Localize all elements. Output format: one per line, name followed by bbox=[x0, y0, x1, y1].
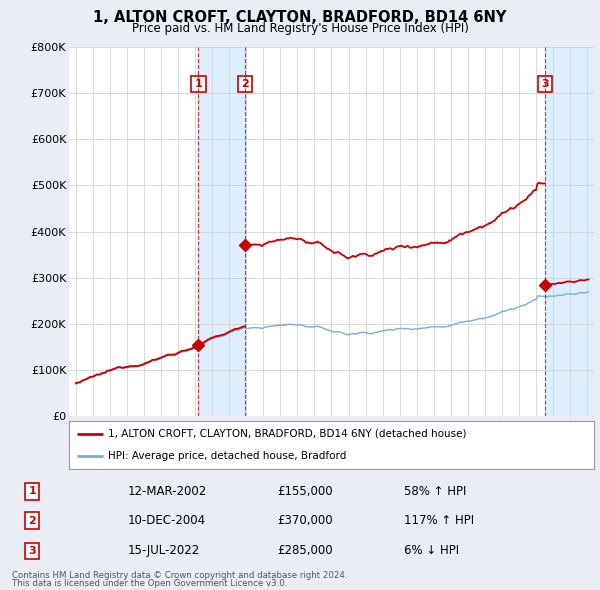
Text: 12-MAR-2002: 12-MAR-2002 bbox=[127, 485, 206, 498]
Text: 1, ALTON CROFT, CLAYTON, BRADFORD, BD14 6NY: 1, ALTON CROFT, CLAYTON, BRADFORD, BD14 … bbox=[94, 10, 506, 25]
Text: Contains HM Land Registry data © Crown copyright and database right 2024.: Contains HM Land Registry data © Crown c… bbox=[12, 571, 347, 579]
Text: 58% ↑ HPI: 58% ↑ HPI bbox=[404, 485, 466, 498]
Bar bbox=[199, 47, 245, 416]
Text: £370,000: £370,000 bbox=[277, 514, 332, 527]
Text: 117% ↑ HPI: 117% ↑ HPI bbox=[404, 514, 474, 527]
Text: 1: 1 bbox=[194, 79, 202, 89]
Text: 2: 2 bbox=[241, 79, 249, 89]
Text: 3: 3 bbox=[28, 546, 36, 556]
Text: 6% ↓ HPI: 6% ↓ HPI bbox=[404, 545, 459, 558]
Text: Price paid vs. HM Land Registry's House Price Index (HPI): Price paid vs. HM Land Registry's House … bbox=[131, 22, 469, 35]
Text: 3: 3 bbox=[541, 79, 549, 89]
Text: This data is licensed under the Open Government Licence v3.0.: This data is licensed under the Open Gov… bbox=[12, 579, 287, 588]
Text: 1, ALTON CROFT, CLAYTON, BRADFORD, BD14 6NY (detached house): 1, ALTON CROFT, CLAYTON, BRADFORD, BD14 … bbox=[109, 429, 467, 439]
Text: 10-DEC-2004: 10-DEC-2004 bbox=[127, 514, 205, 527]
Text: HPI: Average price, detached house, Bradford: HPI: Average price, detached house, Brad… bbox=[109, 451, 347, 461]
Text: 15-JUL-2022: 15-JUL-2022 bbox=[127, 545, 199, 558]
Text: £285,000: £285,000 bbox=[277, 545, 332, 558]
Text: £155,000: £155,000 bbox=[277, 485, 332, 498]
Text: 2: 2 bbox=[28, 516, 36, 526]
Bar bbox=[545, 47, 594, 416]
Text: 1: 1 bbox=[28, 486, 36, 496]
